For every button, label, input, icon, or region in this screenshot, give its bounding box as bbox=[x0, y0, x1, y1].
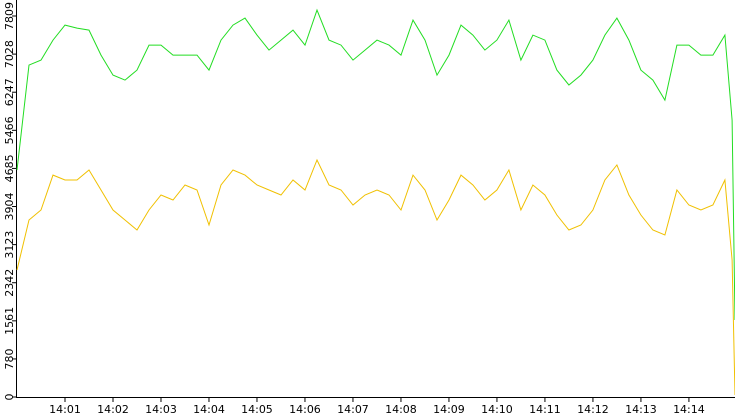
y-tick-label: 2342 bbox=[3, 269, 16, 297]
x-tick-label: 14:06 bbox=[289, 403, 321, 415]
y-tick-label: 780 bbox=[3, 348, 16, 369]
x-tick-label: 14:12 bbox=[577, 403, 609, 415]
y-tick-label: 5466 bbox=[3, 116, 16, 144]
y-tick-label: 3904 bbox=[3, 193, 16, 221]
x-tick-label: 14:08 bbox=[385, 403, 417, 415]
x-tick-label: 14:03 bbox=[145, 403, 177, 415]
y-tick-label: 1561 bbox=[3, 307, 16, 335]
series-line bbox=[16, 158, 735, 396]
y-tick-label: 3123 bbox=[3, 231, 16, 259]
x-tick-label: 14:11 bbox=[529, 403, 561, 415]
x-tick-label: 14:07 bbox=[337, 403, 369, 415]
x-tick-label: 14:02 bbox=[97, 403, 129, 415]
y-tick-label: 6247 bbox=[3, 78, 16, 106]
x-tick-label: 14:05 bbox=[241, 403, 273, 415]
series-line bbox=[16, 8, 735, 321]
y-tick-label: 4685 bbox=[3, 154, 16, 182]
x-tick-label: 14:13 bbox=[625, 403, 657, 415]
x-tick-label: 14:04 bbox=[193, 403, 225, 415]
x-tick-label: 14:10 bbox=[481, 403, 513, 415]
x-tick-label: 14:01 bbox=[49, 403, 81, 415]
y-tick-label: 7028 bbox=[3, 40, 16, 68]
y-tick-label: 0 bbox=[3, 394, 16, 401]
y-tick-label: 7809 bbox=[3, 2, 16, 30]
x-tick-label: 14:14 bbox=[673, 403, 705, 415]
x-tick-label: 14:09 bbox=[433, 403, 465, 415]
